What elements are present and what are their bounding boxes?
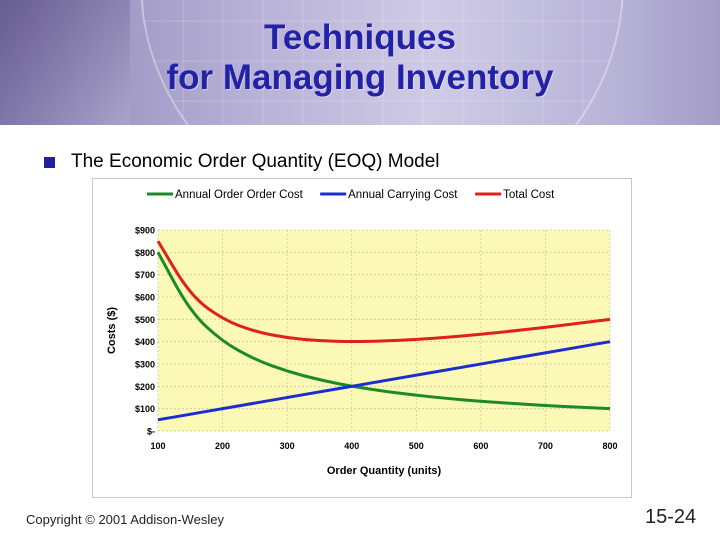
y-tick-label: $500 (135, 315, 155, 325)
y-tick-label: $600 (135, 293, 155, 303)
slide-title: Techniques for Managing Inventory (0, 18, 720, 98)
y-tick-label: $900 (135, 226, 155, 236)
gridlines (157, 229, 611, 432)
y-tick-label: $200 (135, 382, 155, 392)
x-tick-label: 600 (473, 441, 488, 451)
y-tick-label: $- (147, 427, 155, 437)
x-tick-label: 200 (215, 441, 230, 451)
slide-title-line1: Techniques (264, 18, 456, 57)
y-tick-label: $700 (135, 270, 155, 280)
square-bullet-icon (44, 156, 55, 168)
slide-title-line2: for Managing Inventory (166, 58, 554, 97)
chart-legend: Annual Order Order Cost Annual Carrying C… (147, 189, 555, 201)
series-lines (156, 240, 611, 422)
y-axis-ticks: $- $100 $200 $300 $400 $500 $600 $700 $800 $900 (135, 226, 155, 437)
y-tick-label: $100 (135, 404, 155, 414)
legend-label: Total Cost (503, 189, 555, 201)
x-tick-label: 700 (538, 441, 553, 451)
series-line-total-cost (156, 240, 611, 343)
page-number: 15-24 (645, 506, 697, 528)
y-tick-label: $300 (135, 360, 155, 370)
x-tick-label: 100 (150, 441, 165, 451)
series-line-annual-carrying-cost (157, 340, 611, 422)
bullet-item: The Economic Order Quantity (EOQ) Model (44, 150, 440, 174)
bullet-text: The Economic Order Quantity (EOQ) Model (71, 151, 440, 172)
banner-decoration (0, 0, 130, 125)
x-axis-label: Order Quantity (units) (327, 465, 442, 477)
eoq-chart: Annual Order Order Cost Annual Carrying C… (92, 178, 632, 498)
copyright-text: Copyright © 2001 Addison-Wesley (26, 512, 224, 527)
x-tick-label: 800 (602, 441, 617, 451)
globe-graphic (140, 0, 624, 125)
legend-label: Annual Order Order Cost (175, 189, 304, 201)
plot-area (158, 230, 610, 431)
y-tick-label: $400 (135, 337, 155, 347)
eoq-chart-svg: Annual Order Order Cost Annual Carrying C… (106, 189, 618, 477)
x-tick-label: 500 (409, 441, 424, 451)
y-axis-label: Costs ($) (106, 307, 118, 354)
x-tick-label: 300 (280, 441, 295, 451)
legend-label: Annual Carrying Cost (348, 189, 458, 201)
header-banner (0, 0, 720, 125)
x-axis-ticks: 100 200 300 400 500 600 700 800 (150, 441, 617, 451)
x-tick-label: 400 (344, 441, 359, 451)
series-line-annual-order-order-cost (156, 251, 611, 411)
y-tick-label: $800 (135, 248, 155, 258)
